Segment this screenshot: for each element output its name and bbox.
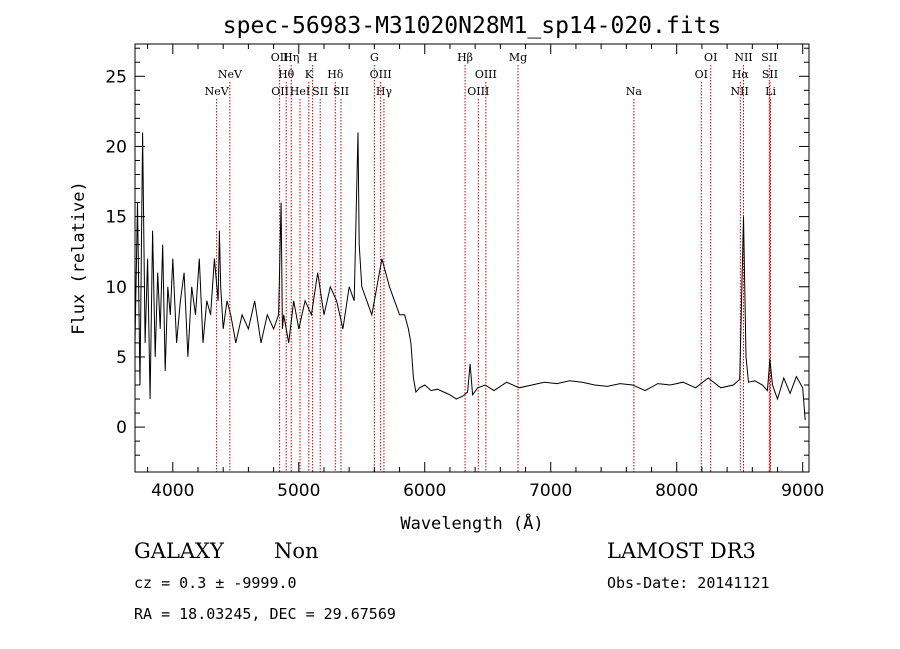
y-tick-label: 0 (116, 418, 127, 438)
y-axis-label: Flux (relative) (69, 181, 89, 335)
x-tick-label: 9000 (781, 481, 824, 501)
emission-line-label: NeV (205, 85, 230, 98)
emission-line-label: OI (695, 68, 708, 81)
y-tick-label: 25 (105, 67, 127, 87)
emission-line-labels: NeVNeVOIIOIIHηHθHeIHKSIIHδSIIGOIIIHγHβOI… (205, 51, 778, 98)
emission-line-label: Hα (732, 68, 750, 81)
emission-line-label: NII (731, 85, 749, 98)
emission-line-label: SII (312, 85, 328, 98)
chart-title: spec-56983-M31020N28M1_sp14-020.fits (223, 13, 722, 39)
x-tick-label: 4000 (151, 481, 194, 501)
emission-line-label: H (308, 51, 318, 64)
emission-line-label: Mg (509, 51, 527, 64)
emission-line-label: NII (734, 51, 752, 64)
plot-frame (134, 43, 810, 473)
emission-line-label: Li (765, 85, 776, 98)
emission-line-label: OI (704, 51, 717, 64)
emission-line-label: Hδ (327, 68, 344, 81)
emission-line-label: SII (762, 68, 778, 81)
object-class: GALAXY (134, 539, 225, 563)
emission-line-label: OII (271, 85, 289, 98)
x-tick-label: 8000 (655, 481, 698, 501)
emission-line-label: G (370, 51, 379, 64)
emission-line-markers (216, 65, 772, 472)
y-tick-label: 5 (116, 348, 127, 368)
emission-line-label: OIII (467, 85, 489, 98)
emission-line-label: Hθ (278, 68, 295, 81)
emission-line-label: K (305, 68, 314, 81)
obs-date-text: Obs-Date: 20141121 (607, 574, 770, 592)
x-tick-label: 6000 (403, 481, 446, 501)
emission-line-label: OII (271, 51, 289, 64)
emission-line-label: HeI (290, 85, 310, 98)
emission-line-label: Hη (283, 51, 299, 64)
y-axis: 0 5 10 15 20 25 (105, 47, 809, 456)
emission-line-label: SII (761, 51, 777, 64)
emission-line-label: OIII (370, 68, 392, 81)
x-axis-label: Wavelength (Å) (400, 512, 543, 534)
emission-line-label: Hβ (457, 51, 473, 64)
y-tick-label: 10 (105, 278, 127, 298)
emission-line-label: OIII (475, 68, 497, 81)
ra-dec-text: RA = 18.03245, DEC = 29.67569 (134, 605, 396, 623)
emission-line-label: NeV (218, 68, 243, 81)
emission-line-label: Na (626, 85, 643, 98)
x-tick-label: 5000 (277, 481, 320, 501)
emission-line-label: Hγ (376, 85, 393, 98)
object-subclass: Non (274, 539, 319, 563)
y-tick-label: 20 (105, 137, 127, 157)
y-tick-label: 15 (105, 208, 127, 228)
spectrum-line (134, 132, 806, 421)
x-tick-label: 7000 (529, 481, 572, 501)
redshift-text: cz = 0.3 ± -9999.0 (134, 574, 297, 592)
emission-line-label: SII (333, 85, 349, 98)
x-axis: 4000 5000 6000 7000 8000 9000 (147, 44, 824, 501)
survey-name: LAMOST DR3 (607, 539, 756, 563)
